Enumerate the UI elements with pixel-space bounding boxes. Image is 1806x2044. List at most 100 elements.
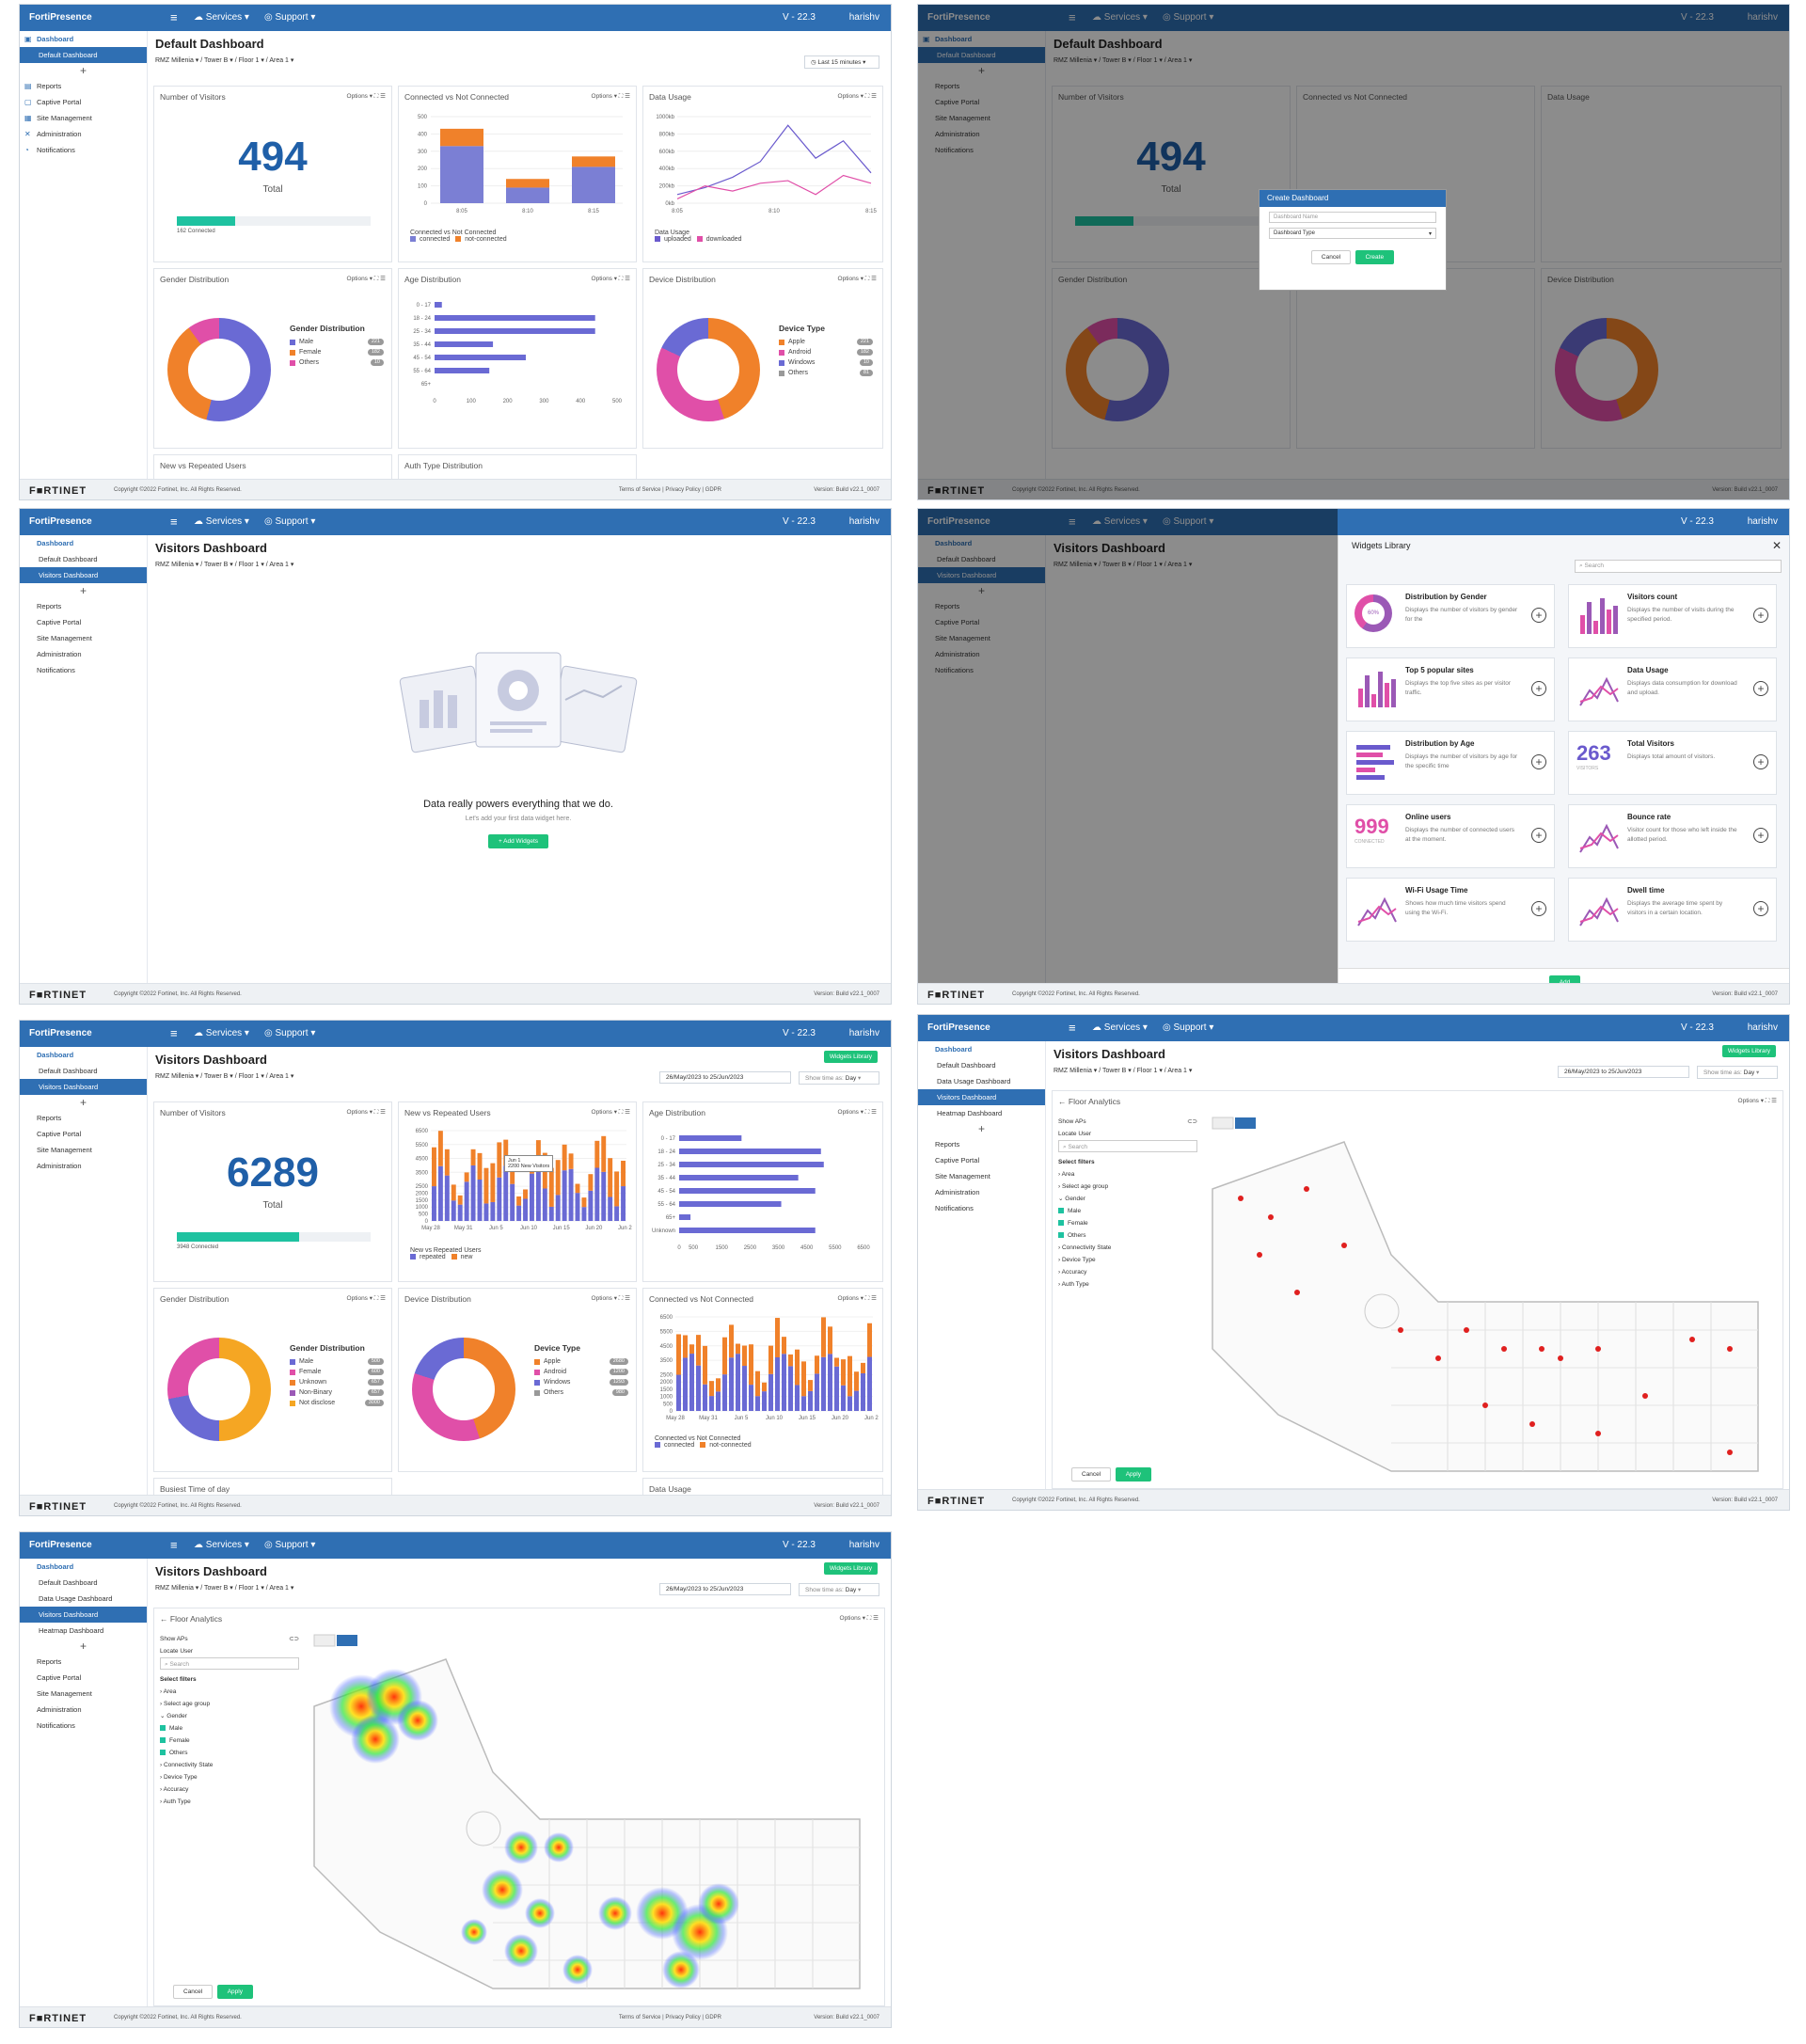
bc-floor[interactable]: Floor 1	[238, 57, 260, 64]
sidebar-item-dashboard[interactable]: ▣ Dashboard	[20, 31, 147, 47]
sidebar-item-dashboard[interactable]: Dashboard	[37, 1051, 74, 1059]
library-backdrop[interactable]	[918, 509, 1338, 1004]
sidebar-item-default-dashboard[interactable]: Default Dashboard	[937, 1061, 996, 1070]
brand-label[interactable]: FortiPresence	[29, 516, 92, 527]
add-dashboard-button[interactable]: +	[79, 1096, 87, 1109]
filter-device-type[interactable]: › Device Type	[1058, 1257, 1096, 1263]
add-dashboard-button[interactable]: +	[977, 1122, 985, 1135]
card-options[interactable]: Options ▾ ⛶ ☰	[346, 276, 386, 282]
sidebar-item-heatmap-dashboard[interactable]: Heatmap Dashboard	[937, 1109, 1003, 1117]
bc-site[interactable]: RMZ Millenia	[1054, 57, 1092, 64]
sidebar-item-notifications[interactable]: Notifications	[935, 1204, 974, 1212]
bc-floor[interactable]: Floor 1	[1136, 57, 1158, 64]
dashboard-type-select[interactable]: Dashboard Type ▾	[1269, 228, 1436, 239]
sidebar-item-reports[interactable]: ▤ Reports	[20, 78, 147, 94]
sidebar-item-captive-portal[interactable]: Captive Portal	[37, 618, 82, 626]
brand-label[interactable]: FortiPresence	[927, 516, 990, 527]
plus-icon[interactable]: +	[1531, 608, 1546, 623]
sidebar-item-default-dashboard[interactable]: Default Dashboard	[39, 1578, 98, 1587]
add-dashboard-button[interactable]: +	[79, 64, 87, 77]
filter-accuracy[interactable]: › Accuracy	[1058, 1269, 1087, 1276]
bc-floor[interactable]: Floor 1	[1136, 1068, 1158, 1074]
floor-map[interactable]	[1203, 1114, 1779, 1486]
checkbox-female[interactable]: Female	[160, 1735, 299, 1747]
sidebar-item-site-management[interactable]: Site Management	[935, 634, 990, 642]
sidebar-item-visitors-dashboard[interactable]: Visitors Dashboard	[20, 1079, 147, 1095]
sidebar-item-administration[interactable]: ✕ Administration	[20, 126, 147, 142]
bc-floor[interactable]: Floor 1	[238, 1073, 260, 1080]
sidebar-item-site-management[interactable]: Site Management	[37, 634, 92, 642]
create-button[interactable]: Create	[1354, 250, 1395, 264]
cancel-button[interactable]: Cancel	[173, 1985, 214, 1999]
show-time-select[interactable]: Show time as: Day ▾	[1697, 1066, 1778, 1079]
sidebar-item-visitors-dashboard[interactable]: Visitors Dashboard	[20, 567, 147, 583]
card-options[interactable]: Options ▾ ⛶ ☰	[591, 1109, 630, 1116]
sidebar-item-default-dashboard[interactable]: Default Dashboard	[937, 555, 996, 563]
close-icon[interactable]: ✕	[1771, 539, 1782, 552]
user-menu[interactable]: harishv	[848, 1028, 879, 1038]
support-menu[interactable]: ◎ Support ▾	[264, 1540, 316, 1550]
floor-heatmap[interactable]	[305, 1631, 880, 2004]
widget-card[interactable]: 263 VISITORS Total Visitors Displays total …	[1568, 731, 1777, 795]
bc-area[interactable]: Area 1	[1167, 562, 1187, 568]
services-menu[interactable]: ☁ Services ▾	[1092, 516, 1148, 527]
bc-site[interactable]: RMZ Millenia	[1054, 1068, 1092, 1074]
filter-connectivity[interactable]: › Connectivity State	[1058, 1244, 1112, 1251]
widget-card[interactable]: Dwell time Displays the average time spen…	[1568, 878, 1777, 942]
sidebar-item-site-management[interactable]: Site Management	[37, 1689, 92, 1698]
add-dashboard-button[interactable]: +	[977, 64, 985, 77]
card-options[interactable]: Options ▾ ⛶ ☰	[346, 93, 386, 100]
sidebar-item-dashboard[interactable]: Dashboard	[935, 539, 973, 547]
sidebar-item-visitors-dashboard[interactable]: Visitors Dashboard	[20, 1607, 147, 1623]
widget-card[interactable]: Top 5 popular sites Displays the top five…	[1346, 658, 1555, 721]
bc-tower[interactable]: Tower B	[1102, 562, 1127, 568]
cancel-button[interactable]: Cancel	[1310, 250, 1352, 264]
services-menu[interactable]: ☁ Services ▾	[1092, 1022, 1148, 1033]
sidebar-item-dashboard[interactable]: Dashboard	[37, 1562, 74, 1571]
checkbox-female[interactable]: Female	[1058, 1217, 1197, 1229]
services-menu[interactable]: ☁ Services ▾	[194, 1028, 249, 1038]
sidebar-item-administration[interactable]: Administration	[935, 130, 980, 138]
user-menu[interactable]: harishv	[1747, 516, 1778, 527]
brand-label[interactable]: FortiPresence	[29, 1028, 92, 1038]
checkbox-male[interactable]: Male	[1058, 1205, 1197, 1217]
bc-tower[interactable]: Tower B	[1102, 1068, 1127, 1074]
filter-auth-type[interactable]: › Auth Type	[1058, 1281, 1089, 1288]
filter-area[interactable]: › Area	[1058, 1171, 1075, 1178]
user-menu[interactable]: harishv	[848, 516, 879, 527]
sidebar-item-reports[interactable]: Reports	[935, 602, 960, 610]
bc-site[interactable]: RMZ Millenia	[155, 1585, 194, 1592]
support-menu[interactable]: ◎ Support ▾	[1163, 516, 1214, 527]
sidebar-item-dashboard[interactable]: Dashboard	[37, 539, 74, 547]
support-menu[interactable]: ◎ Support ▾	[264, 1028, 316, 1038]
filter-age-group[interactable]: › Select age group	[160, 1701, 211, 1707]
brand-label[interactable]: FortiPresence	[927, 1022, 990, 1033]
bc-tower[interactable]: Tower B	[1102, 57, 1127, 64]
bc-area[interactable]: Area 1	[269, 57, 289, 64]
sidebar-item-reports[interactable]: Reports	[37, 1114, 62, 1122]
sidebar-item-administration[interactable]: Administration	[37, 1705, 82, 1714]
bc-tower[interactable]: Tower B	[204, 57, 229, 64]
date-range-input[interactable]: 26/May/2023 to 25/Jun/2023	[1558, 1066, 1689, 1078]
card-options[interactable]: Options ▾ ⛶ ☰	[591, 93, 630, 100]
sidebar-item-captive-portal[interactable]: Captive Portal	[935, 618, 980, 626]
widget-card[interactable]: 999 CONNECTED Online users Displays the num…	[1346, 804, 1555, 868]
sidebar-item-default-dashboard[interactable]: Default Dashboard	[39, 1067, 98, 1075]
apply-button[interactable]: Apply	[1115, 1467, 1151, 1482]
sidebar-item-captive-portal[interactable]: Captive Portal	[935, 1156, 980, 1165]
terms-link[interactable]: Terms of Service	[618, 487, 661, 493]
widget-card[interactable]: Bounce rate Visitor count for those who l…	[1568, 804, 1777, 868]
floor-title[interactable]: ← Floor Analytics	[1058, 1097, 1121, 1106]
filter-device-type[interactable]: › Device Type	[160, 1774, 198, 1781]
bc-site[interactable]: RMZ Millenia	[155, 562, 194, 568]
bc-site[interactable]: RMZ Millenia	[155, 1073, 194, 1080]
show-time-select[interactable]: Show time as: Day ▾	[799, 1071, 879, 1085]
support-menu[interactable]: ◎ Support ▾	[1163, 1022, 1214, 1033]
sidebar-item-notifications[interactable]: Notifications	[37, 1721, 75, 1730]
sidebar-item-site-management[interactable]: Site Management	[935, 1172, 990, 1180]
user-menu[interactable]: harishv	[848, 12, 879, 23]
card-options[interactable]: Options ▾ ⛶ ☰	[346, 1295, 386, 1302]
filter-connectivity[interactable]: › Connectivity State	[160, 1762, 214, 1768]
sidebar-item-notifications[interactable]: Notifications	[935, 666, 974, 674]
widget-card[interactable]: Visitors count Displays the number of vis…	[1568, 584, 1777, 648]
